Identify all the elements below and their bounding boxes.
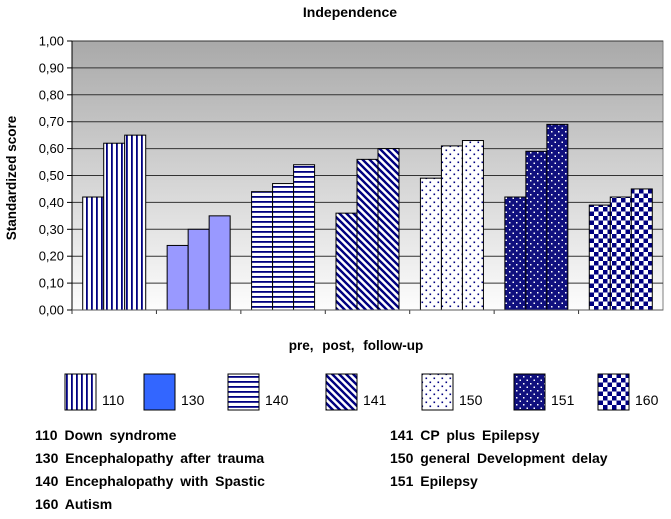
- bar-110-post: [103, 142, 126, 311]
- note-row: 140 Encephalopathy with Spastic 151 Epile…: [0, 470, 671, 493]
- independence-bar-chart: Independence 0,00 0,10 0,20 0,30 0,40 0,50 0,6…: [4, 4, 664, 411]
- note-left: 130 Encephalopathy after trauma: [35, 450, 265, 466]
- legend-label-150: 150: [459, 392, 483, 408]
- bar-150-post: [440, 145, 463, 311]
- y-tick-label: 0,00: [39, 303, 64, 318]
- legend-label-110: 110: [102, 392, 125, 408]
- legend-swatch-141: [325, 373, 358, 411]
- note-left: 160 Autism: [35, 496, 113, 512]
- legend-swatch-140: [227, 373, 260, 411]
- legend-label-140: 140: [265, 392, 289, 408]
- bar-130-post: [187, 228, 210, 311]
- legend-label-141: 141: [363, 392, 387, 408]
- y-tick-label: 0,90: [39, 60, 64, 75]
- bar-130-pre: [166, 244, 189, 311]
- bar-160-pre: [588, 204, 611, 311]
- bar-140-post: [272, 183, 295, 311]
- legend-label-130: 130: [181, 392, 205, 408]
- y-tick-label: 0,50: [39, 168, 64, 183]
- bar-160-follow-up: [630, 188, 653, 311]
- legend-label-151: 151: [551, 392, 575, 408]
- legend-swatch-160: [597, 373, 630, 411]
- bar-160-post: [609, 196, 632, 311]
- y-tick-label: 0,40: [39, 195, 64, 210]
- note-right: 141 CP plus Epilepsy: [390, 427, 540, 443]
- diagnosis-key: 110 Down syndrome 141 CP plus Epilepsy 130…: [0, 424, 671, 516]
- note-left: 110 Down syndrome: [35, 427, 177, 443]
- y-tick-label: 0,70: [39, 114, 64, 129]
- note-left: 140 Encephalopathy with Spastic: [35, 473, 265, 489]
- note-row: 110 Down syndrome 141 CP plus Epilepsy: [0, 424, 671, 447]
- bar-130-follow-up: [208, 215, 231, 311]
- bar-151-follow-up: [546, 123, 569, 311]
- legend-swatch-150: [421, 373, 454, 411]
- y-tick-label: 0,60: [39, 141, 64, 156]
- y-axis-title: Standardized score: [4, 115, 19, 240]
- legend-swatch-110: [64, 373, 97, 411]
- bar-140-follow-up: [293, 164, 316, 311]
- legend-swatch-151: [513, 373, 546, 411]
- bar-150-follow-up: [461, 140, 484, 311]
- bar-140-pre: [251, 191, 274, 311]
- y-tick-label: 1,00: [39, 34, 64, 49]
- bar-141-pre: [335, 212, 358, 311]
- note-right: 150 general Development delay: [390, 450, 608, 466]
- bar-110-pre: [82, 196, 105, 311]
- note-right: [390, 493, 671, 516]
- bar-151-pre: [504, 196, 527, 311]
- bar-141-follow-up: [377, 148, 400, 311]
- chart-legend: 110 130 140 141 150 151 160: [64, 373, 659, 411]
- x-axis-title: pre, post, follow-up: [289, 338, 424, 353]
- note-row: 160 Autism: [0, 493, 671, 516]
- bar-151-post: [525, 150, 548, 311]
- y-tick-label: 0,10: [39, 276, 64, 291]
- bar-110-follow-up: [124, 134, 147, 311]
- legend-swatch-130: [143, 373, 176, 411]
- chart-title: Independence: [303, 4, 397, 20]
- note-right: 151 Epilepsy: [390, 473, 478, 489]
- legend-label-160: 160: [635, 392, 659, 408]
- plot-body: 0,00 0,10 0,20 0,30 0,40 0,50 0,60 0,70 0,80 0,90…: [39, 34, 664, 318]
- bar-141-post: [356, 158, 379, 311]
- note-row: 130 Encephalopathy after trauma 150 gener…: [0, 447, 671, 470]
- chart-canvas: Independence 0,00 0,10 0,20 0,30 0,40 0,50 0,6…: [4, 4, 664, 411]
- bar-150-pre: [419, 177, 442, 311]
- y-tick-label: 0,80: [39, 87, 64, 102]
- y-tick-label: 0,30: [39, 222, 64, 237]
- y-tick-label: 0,20: [39, 249, 64, 264]
